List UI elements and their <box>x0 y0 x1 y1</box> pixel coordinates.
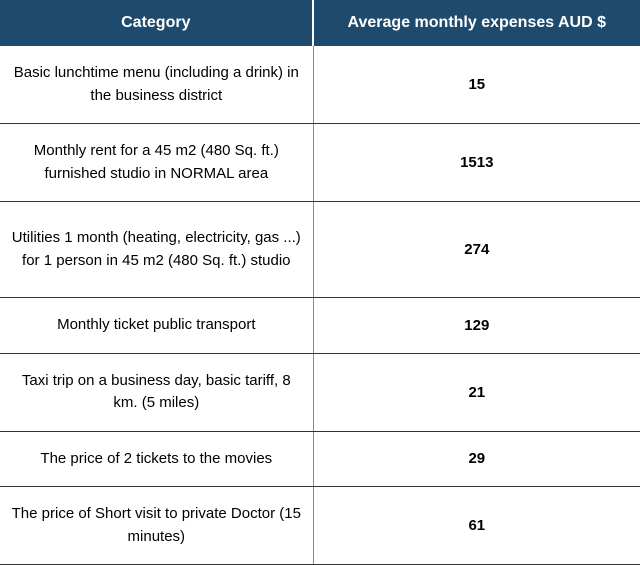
header-category: Category <box>0 0 314 46</box>
value-cell: 61 <box>314 487 640 564</box>
category-cell: Basic lunchtime menu (including a drink)… <box>0 46 314 123</box>
table-row: Monthly ticket public transport 129 <box>0 298 640 354</box>
category-cell: The price of 2 tickets to the movies <box>0 432 314 487</box>
value-cell: 274 <box>314 202 640 297</box>
table-row: Utilities 1 month (heating, electricity,… <box>0 202 640 298</box>
value-cell: 1513 <box>314 124 640 201</box>
table-row: The price of 2 tickets to the movies 29 <box>0 432 640 488</box>
table-row: Taxi trip on a business day, basic tarif… <box>0 354 640 432</box>
value-cell: 29 <box>314 432 640 487</box>
value-cell: 15 <box>314 46 640 123</box>
value-cell: 129 <box>314 298 640 353</box>
category-cell: Taxi trip on a business day, basic tarif… <box>0 354 314 431</box>
expenses-table: Category Average monthly expenses AUD $ … <box>0 0 640 565</box>
category-cell: Utilities 1 month (heating, electricity,… <box>0 202 314 297</box>
table-row: Monthly rent for a 45 m2 (480 Sq. ft.) f… <box>0 124 640 202</box>
category-cell: Monthly rent for a 45 m2 (480 Sq. ft.) f… <box>0 124 314 201</box>
category-cell: Monthly ticket public transport <box>0 298 314 353</box>
table-row: The price of Short visit to private Doct… <box>0 487 640 565</box>
header-expenses: Average monthly expenses AUD $ <box>314 0 640 46</box>
value-cell: 21 <box>314 354 640 431</box>
table-row: Basic lunchtime menu (including a drink)… <box>0 46 640 124</box>
table-header: Category Average monthly expenses AUD $ <box>0 0 640 46</box>
category-cell: The price of Short visit to private Doct… <box>0 487 314 564</box>
